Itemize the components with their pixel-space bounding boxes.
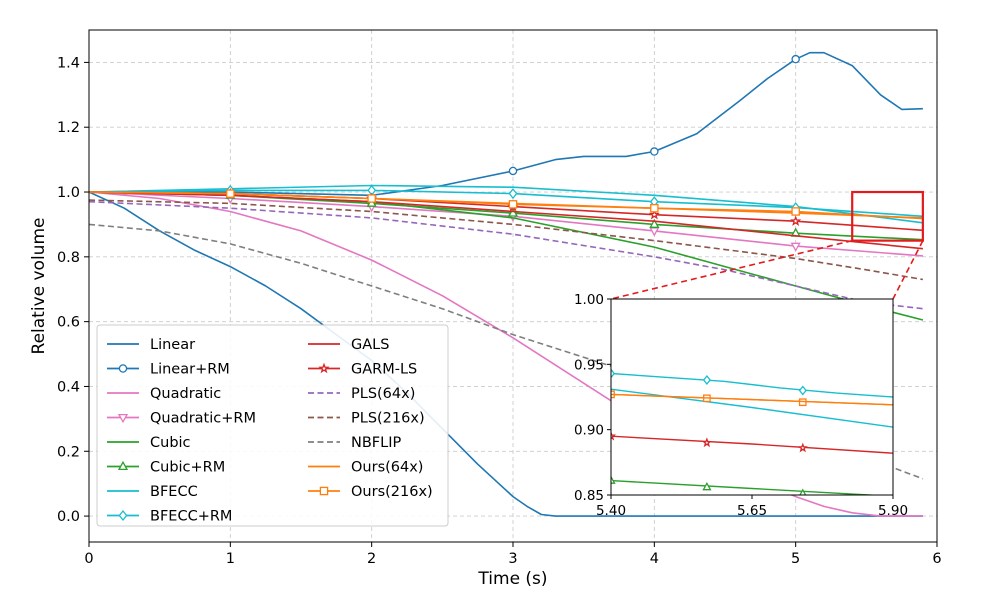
- series-line-pls-216x: [89, 199, 924, 281]
- inset-y-tick-label: 0.95: [574, 357, 604, 373]
- zoom-box: [851, 190, 924, 242]
- legend-label-quadratic: Quadratic: [150, 386, 221, 402]
- inset-series-marker-bfecc-rm: [798, 385, 807, 396]
- inset-y-tick-label: 0.85: [574, 488, 604, 504]
- y-tick-label: 0.6: [57, 315, 80, 331]
- legend-label-nbflip: NBFLIP: [351, 435, 401, 451]
- inset-series-line-ours-64x: [611, 393, 893, 406]
- legend: Linear Linear+RM Quadratic Quadratic+RM Cubi…: [96, 324, 449, 527]
- inset-x-tick-label: 5.65: [737, 503, 767, 519]
- legend-label-quadratic-rm: Quadratic+RM: [150, 411, 256, 427]
- inset-background: [611, 299, 893, 495]
- series-line-quadratic: [89, 191, 923, 517]
- x-tick-label: 4: [650, 551, 659, 567]
- inset-series-line-bfecc: [611, 388, 893, 428]
- legend-marker-quadratic-rm: [117, 413, 129, 424]
- legend-marker-cubic-rm: [117, 460, 129, 471]
- legend-label-ours-216x: Ours(216x): [351, 484, 433, 500]
- legend-label-linear: Linear: [150, 337, 195, 353]
- series-marker-ours-216x: [226, 189, 235, 198]
- legend-label-ours-64x: Ours(64x): [351, 460, 423, 476]
- legend-label-pls-216x: PLS(216x): [351, 411, 425, 427]
- inset-plot: 5.40 5.65 5.90 0.85 0.90 0.95 1.00: [574, 292, 908, 519]
- zoom-connector-line: [610, 239, 853, 300]
- inset-series-line-cubic-rm: [611, 479, 883, 495]
- main-series-group: [89, 51, 924, 517]
- zoom-indicator: [610, 190, 924, 300]
- legend-label-cubic: Cubic: [150, 435, 191, 451]
- legend-label-bfecc-rm: BFECC+RM: [150, 509, 232, 525]
- series-marker-ours-216x: [508, 200, 518, 209]
- inset-x-tick-label: 5.90: [878, 503, 908, 519]
- inset-series-line-bfecc-rm: [611, 372, 893, 398]
- inset-x-tick-label: 5.40: [596, 503, 626, 519]
- inset-y-tick-label: 0.90: [574, 423, 604, 439]
- y-tick-label: 0.0: [57, 509, 80, 525]
- legend-label-cubic-rm: Cubic+RM: [150, 460, 225, 476]
- legend-label-pls-64x: PLS(64x): [351, 386, 415, 402]
- series-marker-ours-216x: [650, 203, 659, 213]
- series-marker-cubic-rm: [649, 218, 660, 228]
- inset-series-marker-garm-ls: [611, 430, 617, 441]
- legend-label-linear-rm: Linear+RM: [150, 362, 230, 378]
- legend-marker-garm-ls: [318, 362, 330, 374]
- series-marker-garm-ls: [648, 208, 660, 220]
- series-marker-garm-ls: [790, 215, 802, 226]
- series-line-linear-rm: [89, 51, 923, 197]
- y-tick-label: 1.4: [57, 55, 80, 71]
- series-marker-linear-rm: [791, 54, 800, 64]
- legend-label-gals: GALS: [351, 337, 389, 353]
- legend-marker-ours-216x: [319, 486, 329, 496]
- legend-marker-bfecc-rm: [118, 509, 128, 522]
- series-marker-linear-rm: [508, 166, 518, 176]
- x-tick-label: 0: [84, 551, 93, 567]
- series-marker-linear-rm: [650, 147, 659, 156]
- series-line-nbflip: [89, 223, 924, 480]
- legend-label-bfecc: BFECC: [150, 484, 198, 500]
- inset-series-marker-garm-ls: [701, 437, 713, 448]
- main-ticks: 0 1 2 3 4 5 6 0.0 0.2 0.4 0.6 0.8 1.0 1.2 1.4: [57, 55, 942, 567]
- inset-series-marker-cubic-rm: [799, 488, 807, 495]
- x-tick-label: 1: [226, 551, 235, 567]
- y-tick-label: 1.0: [57, 185, 80, 201]
- series-marker-quadratic-rm: [790, 242, 801, 252]
- series-marker-quadratic-rm: [649, 227, 660, 237]
- y-axis-label: Relative volume: [29, 218, 49, 355]
- inset-y-tick-label: 1.00: [574, 292, 604, 308]
- x-axis-label: Time (s): [477, 569, 547, 589]
- y-tick-label: 1.2: [57, 120, 80, 136]
- legend-box: [96, 324, 449, 527]
- inset-series-group: [611, 368, 893, 495]
- x-tick-label: 2: [367, 551, 376, 567]
- inset-series-marker-bfecc-rm: [702, 374, 711, 386]
- inset-series-marker-garm-ls: [797, 442, 808, 453]
- series-line-pls-64x: [89, 200, 923, 310]
- legend-marker-linear-rm: [118, 364, 128, 373]
- inset-series-marker-cubic-rm: [611, 475, 616, 484]
- series-marker-ours-216x: [367, 194, 376, 203]
- y-tick-label: 0.2: [57, 444, 80, 460]
- y-tick-label: 0.8: [57, 250, 80, 266]
- inset-series-line-garm-ls: [611, 435, 893, 454]
- y-tick-label: 0.4: [57, 379, 80, 395]
- zoom-connector-line: [892, 240, 924, 300]
- x-tick-label: 3: [508, 551, 517, 567]
- inset-series-marker-cubic-rm: [702, 481, 712, 491]
- legend-label-garm-ls: GARM-LS: [351, 362, 417, 378]
- series-marker-bfecc-rm: [508, 188, 518, 200]
- inset-series-marker-bfecc-rm: [611, 368, 616, 379]
- x-tick-label: 5: [791, 551, 800, 567]
- x-tick-label: 6: [932, 551, 941, 567]
- series-marker-ours-216x: [791, 207, 800, 216]
